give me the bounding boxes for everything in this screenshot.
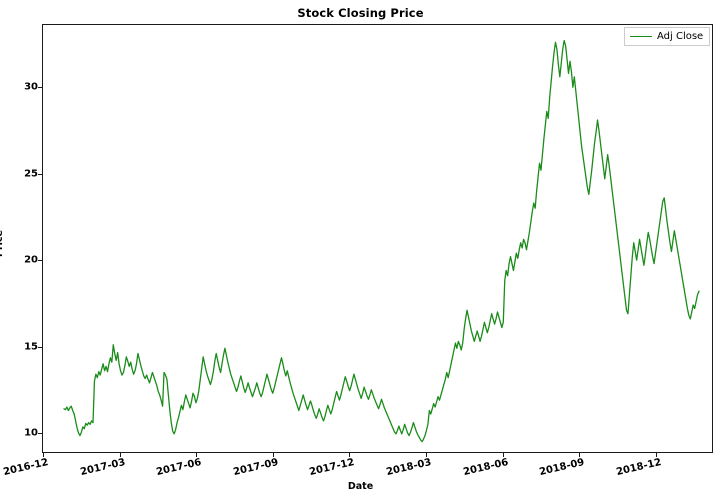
legend-line-swatch <box>630 36 652 37</box>
y-tick-label: 20 <box>24 254 38 266</box>
y-tick-mark <box>38 87 42 89</box>
x-tick-label: 2016-12 <box>2 457 50 479</box>
legend-label-adj-close: Adj Close <box>657 30 704 42</box>
y-tick-mark <box>38 173 42 175</box>
x-tick-mark <box>43 453 45 457</box>
series-line-adj-close <box>63 39 700 443</box>
y-tick-mark <box>38 432 42 435</box>
y-tick-mark <box>38 346 42 348</box>
x-tick-label: 2018-12 <box>615 457 663 479</box>
y-axis-tick-labels: 10 15 20 25 30 <box>0 0 38 496</box>
y-tick-mark <box>38 260 42 262</box>
x-tick-mark <box>119 453 121 457</box>
x-tick-label: 2017-03 <box>78 457 127 479</box>
y-axis-tick-marks <box>38 0 43 496</box>
data-line-svg <box>63 39 700 443</box>
x-tick-mark <box>426 453 428 457</box>
plot-area <box>42 24 713 453</box>
x-axis-tick-marks <box>0 453 721 459</box>
y-tick-label: 30 <box>24 81 38 93</box>
x-tick-label: 2017-09 <box>232 457 280 479</box>
x-tick-mark <box>579 453 581 457</box>
x-tick-mark <box>349 453 351 457</box>
x-tick-label: 2018-03 <box>385 457 433 479</box>
chart-legend: Adj Close <box>624 27 711 46</box>
x-tick-label: 2018-06 <box>461 457 510 479</box>
x-axis-label: Date <box>347 481 374 492</box>
x-tick-mark <box>196 453 198 457</box>
x-tick-label: 2017-06 <box>155 457 203 479</box>
x-tick-label: 2017-12 <box>308 457 356 479</box>
x-tick-mark <box>655 453 657 457</box>
y-tick-label: 10 <box>24 427 38 439</box>
x-tick-mark <box>502 453 504 457</box>
chart-title: Stock Closing Price <box>297 6 424 20</box>
x-tick-label: 2018-09 <box>538 457 586 479</box>
x-tick-mark <box>272 453 274 457</box>
y-axis-label: Price <box>0 230 5 257</box>
y-tick-label: 25 <box>24 168 38 180</box>
y-tick-label: 15 <box>24 341 38 353</box>
